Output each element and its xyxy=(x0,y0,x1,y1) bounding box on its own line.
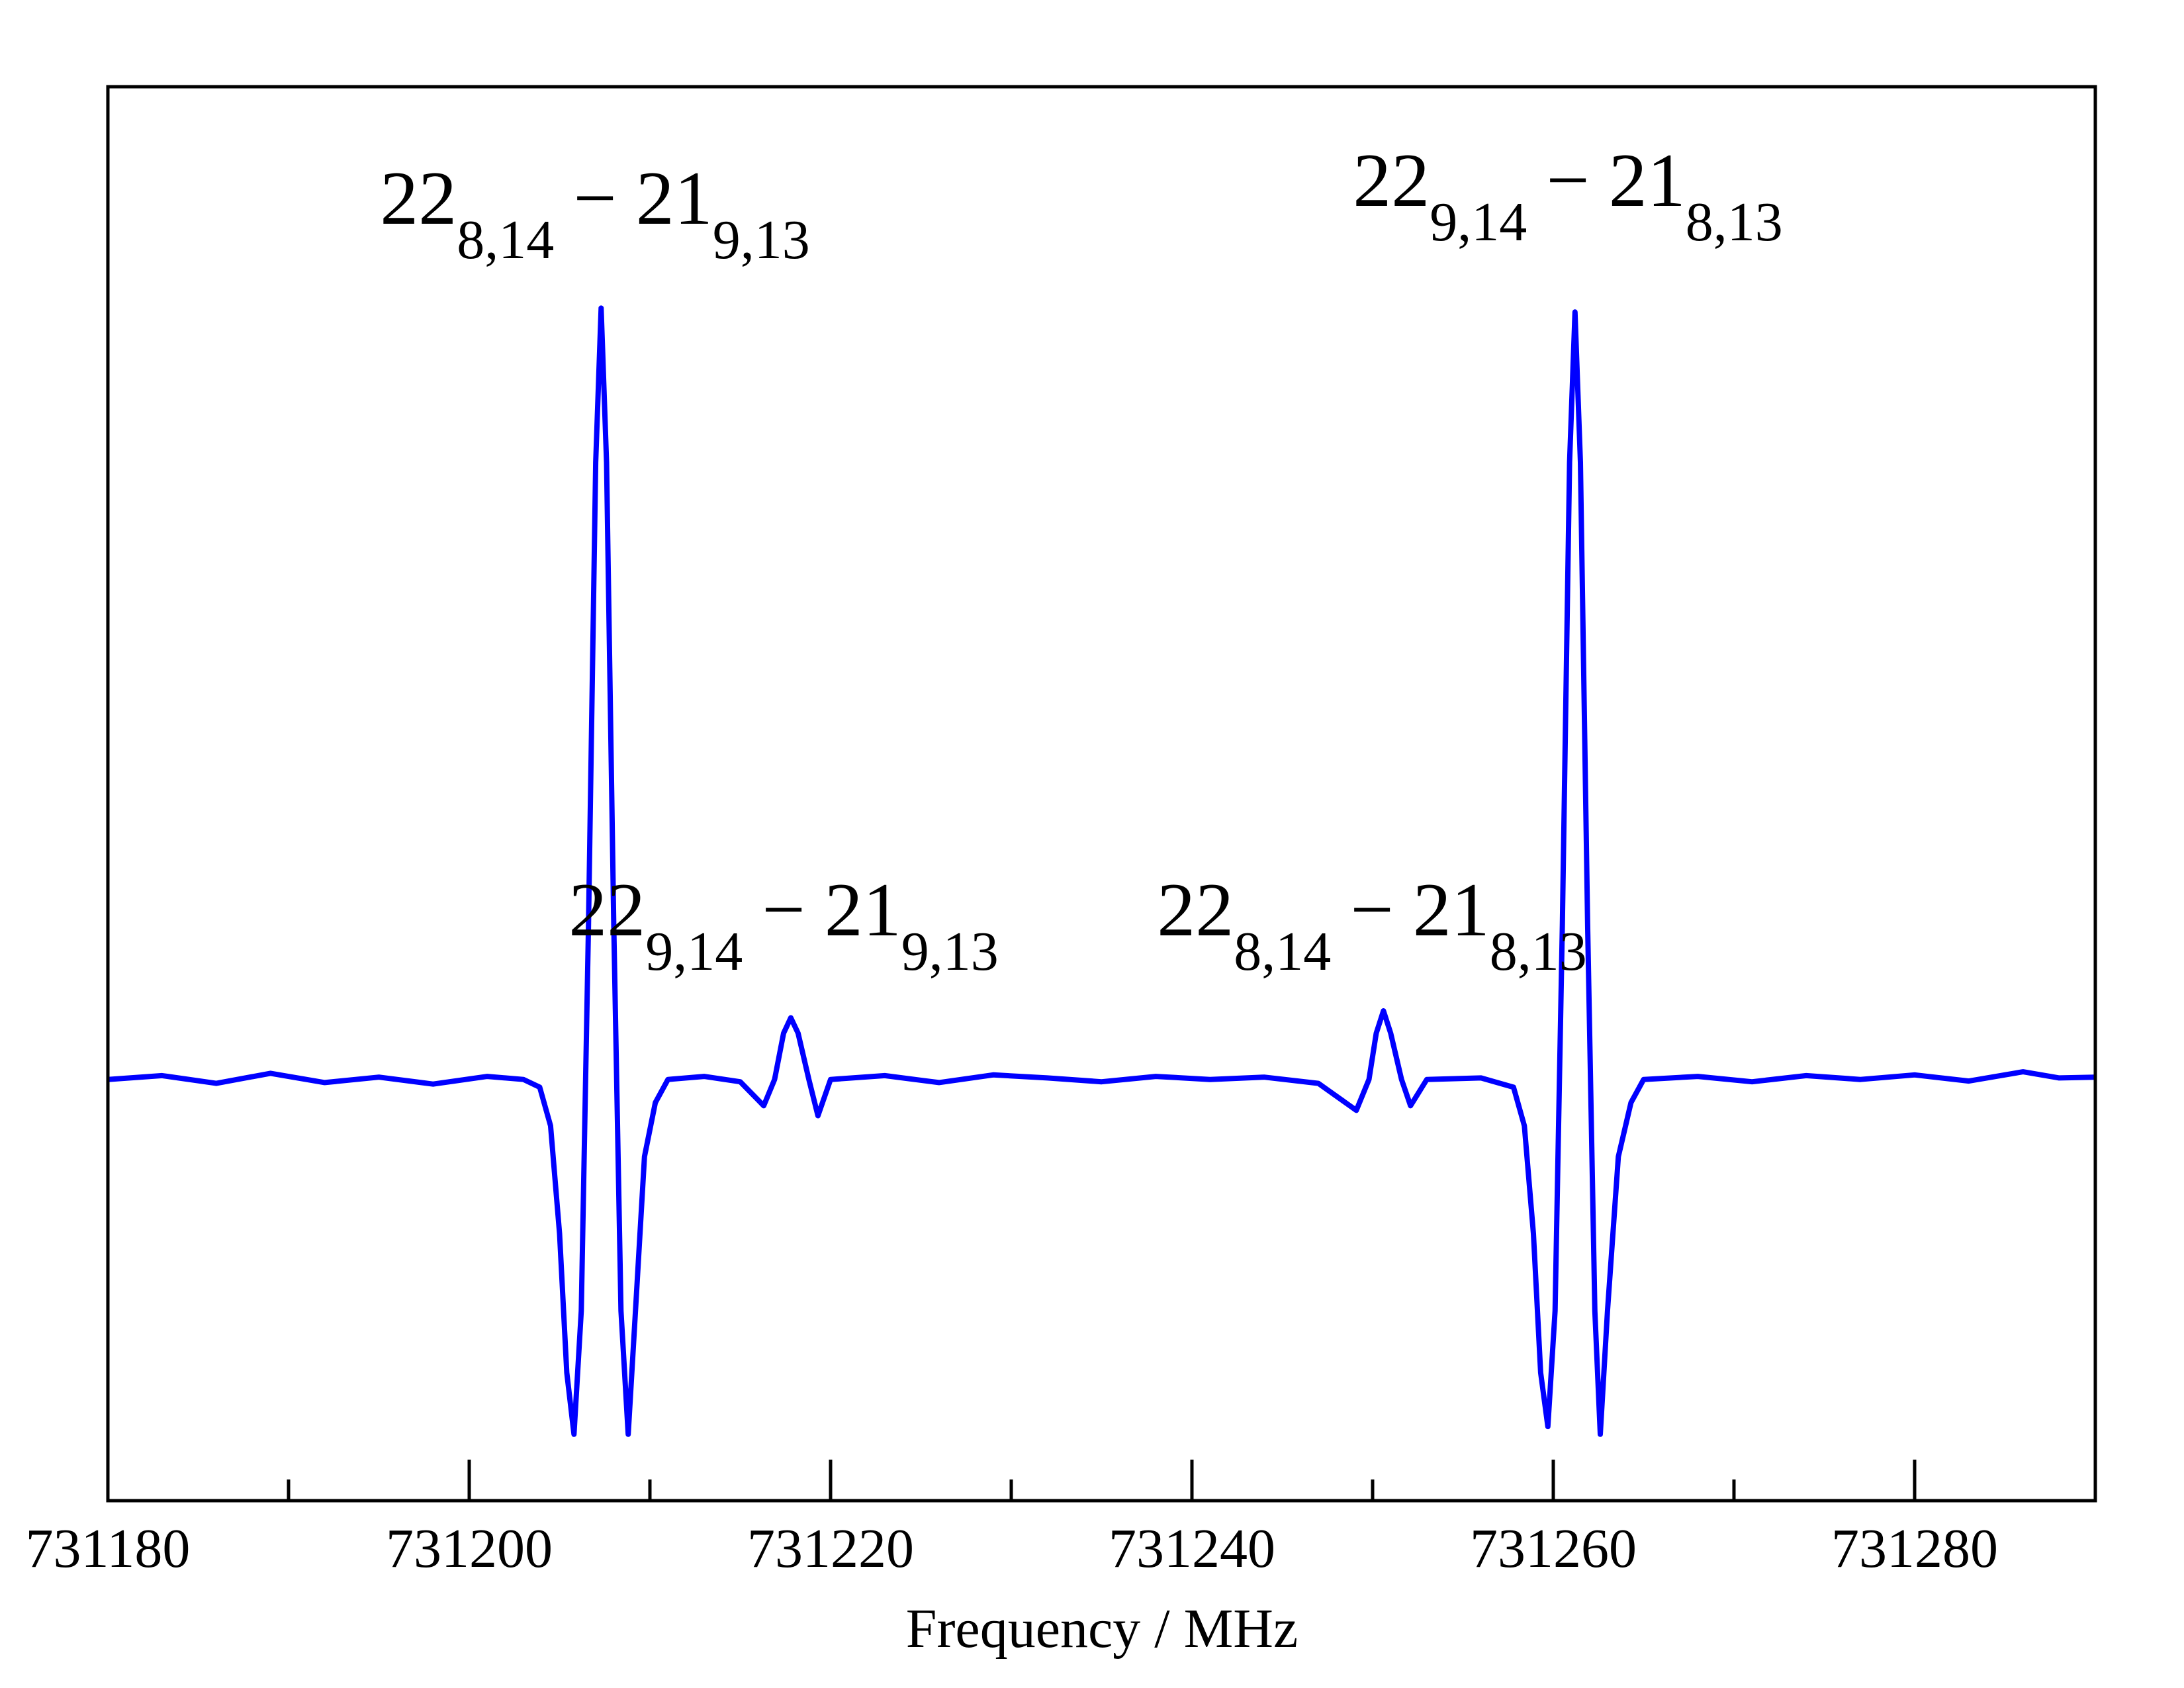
annotation-part: 9,13 xyxy=(901,921,999,982)
annotation-part: 8,13 xyxy=(1686,191,1783,253)
annotation: 228,14 − 219,13 xyxy=(380,156,809,271)
annotation-part: 9,13 xyxy=(713,209,810,271)
x-tick-label: 731260 xyxy=(1470,1518,1637,1579)
annotation-part: 21 xyxy=(636,156,713,241)
annotation-part: 22 xyxy=(569,868,645,953)
annotation-part: − xyxy=(1331,868,1412,953)
plot-frame xyxy=(106,85,2097,1503)
annotation-part: 8,13 xyxy=(1490,921,1587,982)
x-tick-label: 731200 xyxy=(386,1518,553,1579)
annotation-part: 22 xyxy=(380,156,457,241)
annotation-part: 8,14 xyxy=(457,209,554,271)
x-tick-label: 731180 xyxy=(26,1518,191,1579)
annotation-part: − xyxy=(743,868,824,953)
x-tick-label: 731280 xyxy=(1831,1518,1998,1579)
spectrum-line xyxy=(107,305,2096,1437)
annotation-part: 21 xyxy=(1609,138,1686,223)
x-tick-label: 731240 xyxy=(1109,1518,1275,1579)
annotation-part: 21 xyxy=(1413,868,1490,953)
annotation: 228,14 − 218,13 xyxy=(1157,868,1586,982)
annotation: 229,14 − 219,13 xyxy=(569,868,998,982)
annotation-part: − xyxy=(554,156,635,241)
annotation-part: 8,14 xyxy=(1234,921,1331,982)
annotation: 229,14 − 218,13 xyxy=(1353,138,1782,253)
annotation-part: 21 xyxy=(825,868,901,953)
x-axis-label: Frequency / MHz xyxy=(906,1598,1298,1660)
annotation-part: − xyxy=(1527,138,1608,223)
annotation-part: 22 xyxy=(1353,138,1430,223)
annotation-part: 9,14 xyxy=(1430,191,1527,253)
annotation-part: 9,14 xyxy=(645,921,743,982)
x-tick-label: 731220 xyxy=(747,1518,914,1579)
annotation-part: 22 xyxy=(1157,868,1234,953)
